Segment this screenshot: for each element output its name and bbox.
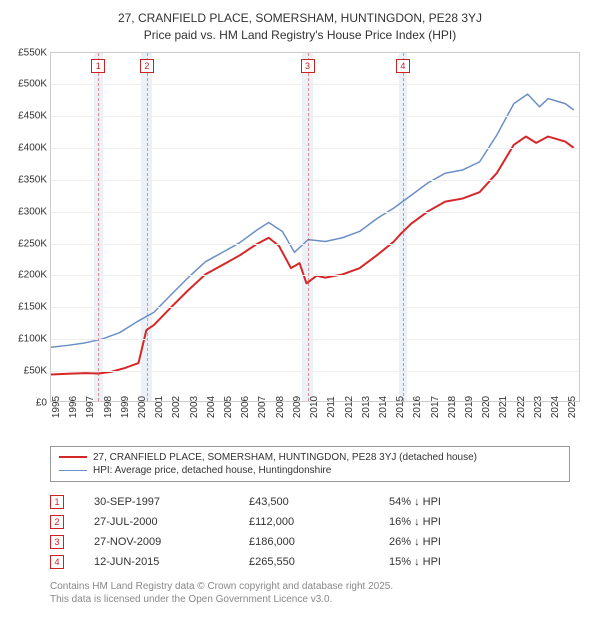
legend-swatch <box>59 456 87 458</box>
sales-price: £186,000 <box>249 536 389 548</box>
sales-date: 12-JUN-2015 <box>94 556 249 568</box>
gridline <box>51 180 579 181</box>
sales-table-row: 3 27-NOV-2009£186,00026% ↓ HPI <box>50 532 570 552</box>
legend-row: 27, CRANFIELD PLACE, SOMERSHAM, HUNTINGD… <box>59 451 561 464</box>
y-tick-label: £450K <box>18 111 47 122</box>
sales-num: 1 <box>50 495 64 509</box>
sales-table-row: 4 12-JUN-2015£265,55015% ↓ HPI <box>50 552 570 572</box>
series-hpi <box>51 94 574 347</box>
footnote: Contains HM Land Registry data © Crown c… <box>50 580 570 607</box>
sale-marker: 3 <box>301 59 315 73</box>
sale-line <box>308 53 309 401</box>
gridline <box>51 275 579 276</box>
sales-num: 2 <box>50 515 64 529</box>
sales-table-row: 1 30-SEP-1997£43,50054% ↓ HPI <box>50 492 570 512</box>
footnote-line2: This data is licensed under the Open Gov… <box>50 593 570 607</box>
y-tick-label: £500K <box>18 79 47 90</box>
gridline <box>51 116 579 117</box>
y-tick-label: £100K <box>18 333 47 344</box>
line-series-svg <box>51 53 579 401</box>
sales-diff: 16% ↓ HPI <box>389 516 570 528</box>
sales-table: 1 30-SEP-1997£43,50054% ↓ HPI 2 27-JUL-2000… <box>50 492 570 572</box>
plot-area: £0£50K£100K£150K£200K£250K£300K£350K£400… <box>50 52 580 402</box>
gridline <box>51 244 579 245</box>
chart-title-line1: 27, CRANFIELD PLACE, SOMERSHAM, HUNTINGD… <box>10 10 590 27</box>
legend-label: HPI: Average price, detached house, Hunt… <box>93 465 331 476</box>
sale-marker: 2 <box>140 59 154 73</box>
sales-price: £112,000 <box>249 516 389 528</box>
x-axis-labels: 1995199619971998199920002001200220032004… <box>51 401 579 437</box>
legend: 27, CRANFIELD PLACE, SOMERSHAM, HUNTINGD… <box>50 446 570 482</box>
sale-line <box>98 53 99 401</box>
y-tick-label: £200K <box>18 270 47 281</box>
sales-num: 3 <box>50 535 64 549</box>
legend-swatch <box>59 470 87 471</box>
legend-row: HPI: Average price, detached house, Hunt… <box>59 464 561 477</box>
sales-date: 30-SEP-1997 <box>94 496 249 508</box>
y-tick-label: £400K <box>18 143 47 154</box>
sale-marker: 1 <box>91 59 105 73</box>
y-tick-label: £300K <box>18 206 47 217</box>
gridline <box>51 339 579 340</box>
y-tick-label: £250K <box>18 238 47 249</box>
sales-price: £43,500 <box>249 496 389 508</box>
sales-date: 27-JUL-2000 <box>94 516 249 528</box>
sales-date: 27-NOV-2009 <box>94 536 249 548</box>
footnote-line1: Contains HM Land Registry data © Crown c… <box>50 580 570 594</box>
sale-line <box>147 53 148 401</box>
y-axis-labels: £0£50K£100K£150K£200K£250K£300K£350K£400… <box>9 53 49 401</box>
sales-diff: 26% ↓ HPI <box>389 536 570 548</box>
chart-container: 27, CRANFIELD PLACE, SOMERSHAM, HUNTINGD… <box>10 10 590 607</box>
sales-diff: 54% ↓ HPI <box>389 496 570 508</box>
sale-line <box>403 53 404 401</box>
sales-num: 4 <box>50 555 64 569</box>
gridline <box>51 212 579 213</box>
y-tick-label: £0 <box>36 397 47 408</box>
chart-title-line2: Price paid vs. HM Land Registry's House … <box>10 27 590 44</box>
y-tick-label: £550K <box>18 47 47 58</box>
y-tick-label: £350K <box>18 174 47 185</box>
gridline <box>51 371 579 372</box>
sale-marker: 4 <box>396 59 410 73</box>
sales-table-row: 2 27-JUL-2000£112,00016% ↓ HPI <box>50 512 570 532</box>
sales-price: £265,550 <box>249 556 389 568</box>
sales-diff: 15% ↓ HPI <box>389 556 570 568</box>
gridline <box>51 307 579 308</box>
y-tick-label: £50K <box>24 365 47 376</box>
legend-label: 27, CRANFIELD PLACE, SOMERSHAM, HUNTINGD… <box>93 452 477 463</box>
y-tick-label: £150K <box>18 302 47 313</box>
gridline <box>51 84 579 85</box>
gridline <box>51 148 579 149</box>
